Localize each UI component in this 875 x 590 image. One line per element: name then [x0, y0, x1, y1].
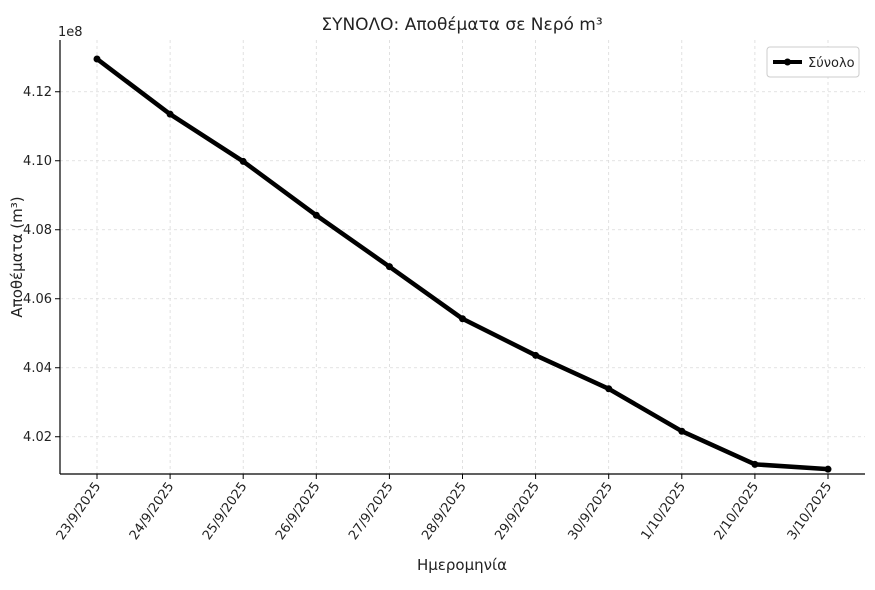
x-tick-label: 23/9/2025: [54, 480, 105, 543]
data-point: [824, 465, 832, 473]
legend-box: [766, 46, 860, 78]
data-point: [312, 211, 320, 219]
series-layer: [93, 55, 832, 473]
legend: Σύνολο: [766, 46, 860, 78]
data-point: [605, 385, 613, 393]
data-point: [459, 315, 466, 323]
grid-lines: [60, 40, 865, 474]
x-tick-label: 2/10/2025: [712, 480, 763, 543]
legend-label: Σύνολο: [808, 56, 855, 71]
legend-marker: [784, 58, 791, 66]
x-axis-label: Ημερομηνία: [417, 556, 507, 574]
y-offset-label: 1e8: [58, 25, 83, 40]
y-tick-label: 4.08: [23, 223, 52, 238]
data-point: [751, 460, 759, 468]
y-tick-label: 4.06: [23, 292, 52, 307]
x-tick-label: 27/9/2025: [346, 480, 397, 543]
x-tick-label: 1/10/2025: [639, 480, 690, 543]
y-tick-label: 4.04: [23, 361, 52, 376]
x-tick-label: 3/10/2025: [785, 480, 836, 543]
x-tick-label: 25/9/2025: [200, 480, 251, 543]
y-ticks: 4.02 4.04 4.06 4.08 4.10 4.12: [23, 85, 60, 445]
x-tick-label: 26/9/2025: [273, 480, 324, 543]
data-point: [239, 157, 247, 165]
x-tick-label: 28/9/2025: [419, 480, 470, 543]
x-ticks: 23/9/2025 24/9/2025 25/9/2025 26/9/2025 27/9…: [54, 474, 836, 543]
data-point: [678, 427, 686, 435]
chart-title: ΣΥΝΟΛΟ: Αποθέματα σε Νερό m³: [321, 15, 602, 35]
y-axis-label: Αποθέματα (m³): [8, 196, 26, 317]
y-tick-label: 4.12: [23, 85, 52, 100]
data-point: [93, 55, 101, 63]
x-tick-label: 30/9/2025: [565, 480, 616, 543]
data-point: [532, 351, 540, 359]
data-point: [385, 263, 393, 271]
data-point: [166, 110, 174, 118]
x-tick-label: 24/9/2025: [127, 480, 178, 543]
y-tick-label: 4.02: [23, 430, 52, 445]
y-tick-label: 4.10: [23, 154, 52, 169]
x-tick-label: 29/9/2025: [492, 480, 543, 543]
